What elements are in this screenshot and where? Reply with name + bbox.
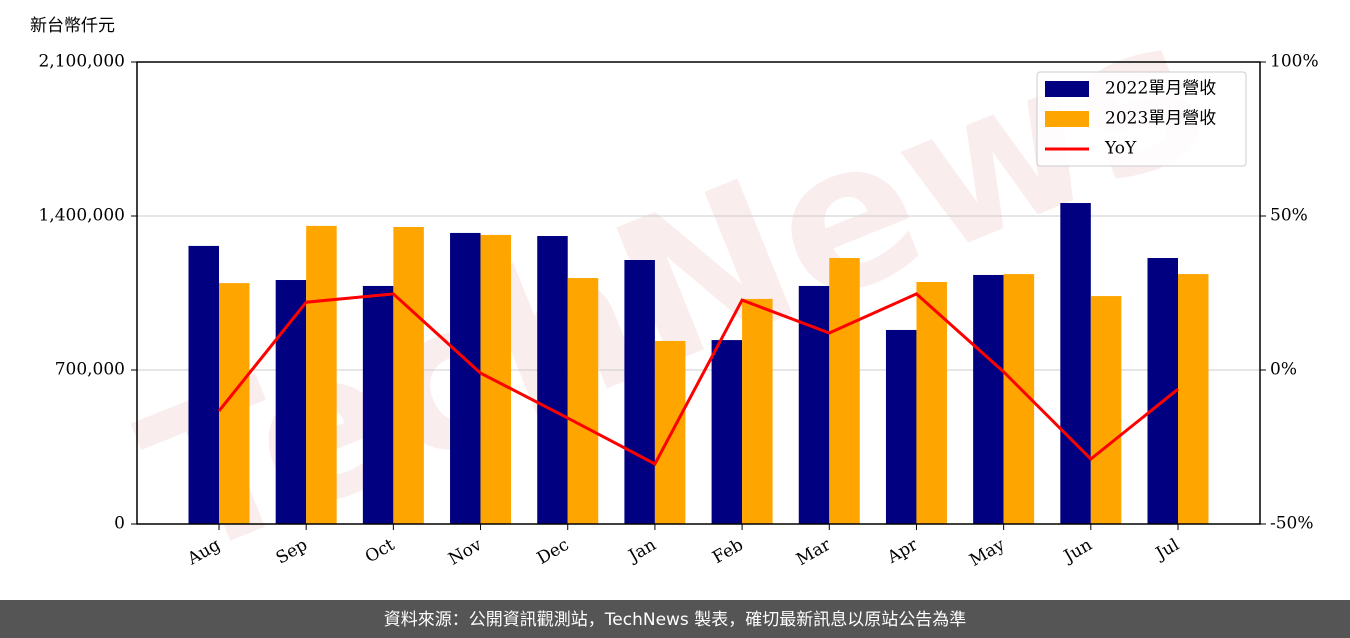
legend-swatch — [1045, 111, 1089, 127]
bar — [1147, 258, 1178, 524]
footer-text: 資料來源：公開資訊觀測站，TechNews 製表，確切最新訊息以原站公告為準 — [384, 610, 966, 630]
y2-tick-label: 0% — [1270, 360, 1297, 380]
bar — [567, 278, 599, 524]
bar — [624, 260, 655, 524]
bar — [798, 285, 830, 524]
y-tick-label: 0 — [114, 514, 125, 534]
x-tick-label: Jul — [1151, 535, 1183, 565]
bar — [829, 258, 860, 524]
bar — [711, 340, 743, 524]
x-tick-label: Jun — [1059, 535, 1096, 568]
bar — [1090, 296, 1122, 524]
x-tick-label: Oct — [362, 535, 398, 568]
legend-box — [1036, 71, 1247, 167]
bar — [1178, 274, 1209, 524]
legend-label: 2022單月營收 — [1105, 79, 1216, 99]
x-tick-label: Mar — [793, 534, 835, 570]
bar — [275, 280, 307, 524]
bar — [393, 227, 424, 524]
y2-tick-label: -50% — [1270, 514, 1314, 534]
x-tick-label: Feb — [709, 535, 747, 568]
legend-swatch — [1045, 81, 1089, 97]
y2-tick-label: 50% — [1270, 206, 1308, 226]
bar — [188, 245, 219, 525]
plot-frame — [136, 61, 1261, 525]
bar — [1060, 203, 1091, 524]
bar — [450, 232, 481, 524]
x-tick-label: Jan — [624, 535, 660, 567]
legend-label: 2023單月營收 — [1105, 109, 1216, 129]
bar — [537, 236, 568, 524]
legend-label: YoY — [1104, 139, 1137, 159]
bar — [362, 285, 394, 524]
bar — [742, 298, 773, 524]
bar — [916, 282, 947, 524]
x-tick-label: May — [966, 535, 1009, 571]
bar — [973, 274, 1004, 524]
x-tick-label: Dec — [534, 535, 573, 569]
y-tick-label: 1,400,000 — [38, 206, 125, 226]
x-tick-label: Apr — [883, 534, 922, 568]
y-tick-label: 2,100,000 — [38, 52, 125, 72]
y-axis-label: 新台幣仟元 — [30, 16, 115, 36]
footer-bar — [0, 600, 1350, 638]
y-tick-label: 700,000 — [55, 360, 125, 380]
y2-tick-label: 100% — [1270, 52, 1319, 72]
x-tick-label: Nov — [445, 535, 485, 570]
line-series — [217, 292, 1179, 466]
bar — [885, 329, 917, 524]
bar — [306, 225, 337, 524]
